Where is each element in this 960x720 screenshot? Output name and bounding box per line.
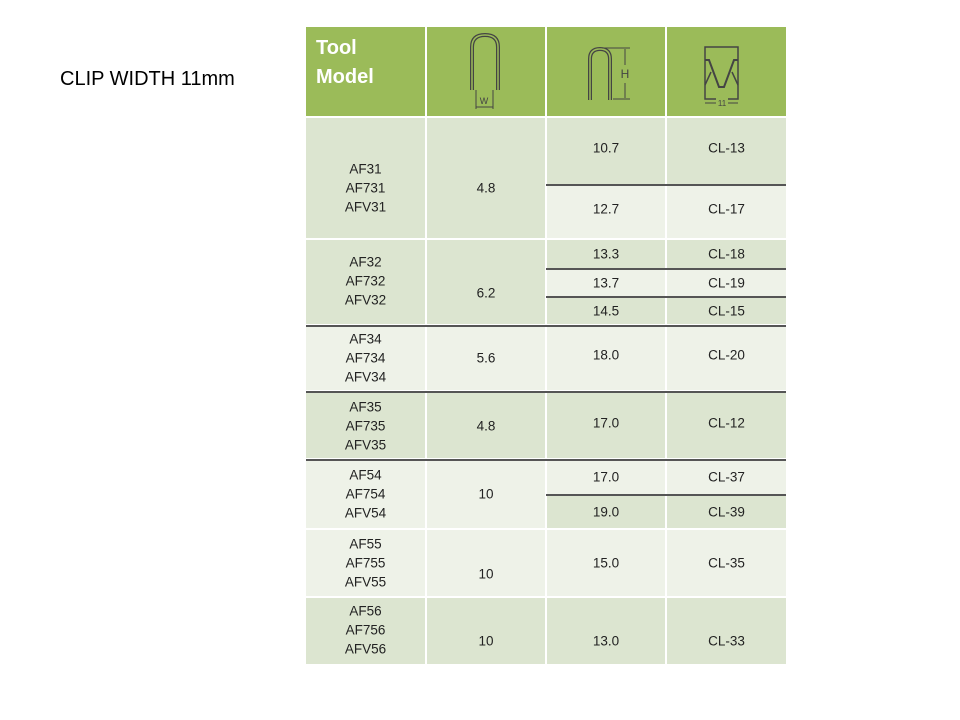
height-text: 13.0	[592, 633, 620, 649]
h-label: H	[621, 67, 630, 81]
header-profile: 11	[667, 27, 786, 116]
height-cell: 19.0	[547, 495, 665, 528]
row-divider	[306, 459, 786, 461]
tool-model-text: AF31 AF731 AFV31	[344, 161, 387, 215]
eleven-label: 11	[718, 99, 727, 108]
row-divider	[306, 391, 786, 393]
height-text: 14.5	[592, 303, 620, 318]
height-cell: 13.0	[547, 598, 665, 664]
clip-text: CL-39	[708, 504, 745, 519]
clip-cell: CL-12	[667, 393, 786, 458]
clip-cell: CL-17	[667, 185, 786, 238]
tool-model-cell: AF31 AF731 AFV31	[306, 118, 425, 238]
width-text: 5.6	[476, 350, 496, 366]
width-cell: 4.8	[427, 118, 545, 238]
row-divider	[546, 184, 786, 186]
height-cell: 13.7	[547, 269, 665, 296]
clip-cell: CL-19	[667, 269, 786, 296]
tool-model-cell: AF35 AF735 AFV35	[306, 393, 425, 458]
clip-cell: CL-39	[667, 495, 786, 528]
clip-text: CL-12	[708, 415, 745, 430]
clip-cell: CL-18	[667, 240, 786, 268]
height-text: 18.0	[592, 347, 620, 363]
tool-model-cell: AF34 AF734 AFV34	[306, 326, 425, 390]
width-cell: 10	[427, 460, 545, 528]
clip-text: CL-20	[708, 347, 745, 363]
row-divider	[306, 325, 786, 327]
width-text: 4.8	[476, 180, 496, 196]
width-cell: 6.2	[427, 240, 545, 324]
height-cell: 10.7	[547, 118, 665, 184]
height-cell: 17.0	[547, 460, 665, 494]
height-text: 17.0	[592, 469, 620, 485]
clip-text: CL-18	[708, 246, 745, 262]
clip-text: CL-35	[708, 555, 745, 571]
height-cell: 17.0	[547, 393, 665, 458]
row-divider	[546, 494, 786, 496]
clip-text: CL-19	[708, 275, 745, 290]
tool-model-cell: AF32 AF732 AFV32	[306, 240, 425, 324]
w-label: W	[480, 96, 489, 106]
tool-model-text: AF34 AF734 AFV34	[344, 331, 387, 385]
header-tool-model	[306, 27, 425, 116]
tool-model-cell: AF56 AF756 AFV56	[306, 598, 425, 664]
clip-text: CL-15	[708, 303, 745, 318]
tool-model-text: AF35 AF735 AFV35	[344, 399, 387, 453]
tool-model-text: AF55 AF755 AFV55	[344, 536, 387, 590]
clip-width-w-icon: W	[470, 32, 500, 109]
width-cell: 10	[427, 530, 545, 596]
width-text: 10	[478, 633, 494, 649]
clip-cell: CL-20	[667, 326, 786, 390]
width-text: 4.8	[476, 418, 496, 434]
row-divider	[546, 296, 786, 298]
clip-text: CL-33	[708, 633, 745, 649]
header-tool-model-label: Tool Model	[316, 37, 374, 88]
tool-model-text: AF54 AF754 AFV54	[344, 467, 387, 521]
width-cell: 4.8	[427, 393, 545, 458]
height-text: 13.3	[592, 246, 620, 262]
page-title: CLIP WIDTH 11mm	[60, 68, 235, 90]
clip-text: CL-17	[708, 201, 745, 216]
width-text: 10	[478, 566, 494, 582]
clip-cell: CL-13	[667, 118, 786, 184]
height-cell: 18.0	[547, 326, 665, 390]
height-cell: 13.3	[547, 240, 665, 268]
height-text: 15.0	[592, 555, 620, 571]
width-cell: 10	[427, 598, 545, 664]
height-cell: 12.7	[547, 185, 665, 238]
header-width: W	[427, 27, 545, 116]
row-divider	[546, 268, 786, 270]
tool-model-cell: AF54 AF754 AFV54	[306, 460, 425, 528]
height-text: 10.7	[592, 140, 620, 156]
height-cell: 15.0	[547, 530, 665, 596]
clip-cell: CL-15	[667, 297, 786, 324]
clip-cell: CL-35	[667, 530, 786, 596]
height-cell: 14.5	[547, 297, 665, 324]
clip-height-h-icon: H	[588, 46, 630, 100]
width-text: 6.2	[476, 285, 496, 301]
tool-model-text: AF56 AF756 AFV56	[344, 603, 387, 657]
height-text: 17.0	[592, 415, 620, 430]
clip-profile-11-icon: 11	[704, 46, 739, 108]
clip-cell: CL-37	[667, 460, 786, 494]
height-text: 12.7	[592, 201, 620, 216]
height-text: 13.7	[592, 275, 620, 290]
width-cell: 5.6	[427, 326, 545, 390]
width-text: 10	[478, 486, 494, 502]
height-text: 19.0	[592, 504, 620, 519]
tool-model-text: AF32 AF732 AFV32	[344, 254, 387, 308]
clip-cell: CL-33	[667, 598, 786, 664]
tool-model-cell: AF55 AF755 AFV55	[306, 530, 425, 596]
header-height: H	[547, 27, 665, 116]
clip-text: CL-13	[708, 140, 745, 156]
clip-text: CL-37	[708, 469, 745, 485]
